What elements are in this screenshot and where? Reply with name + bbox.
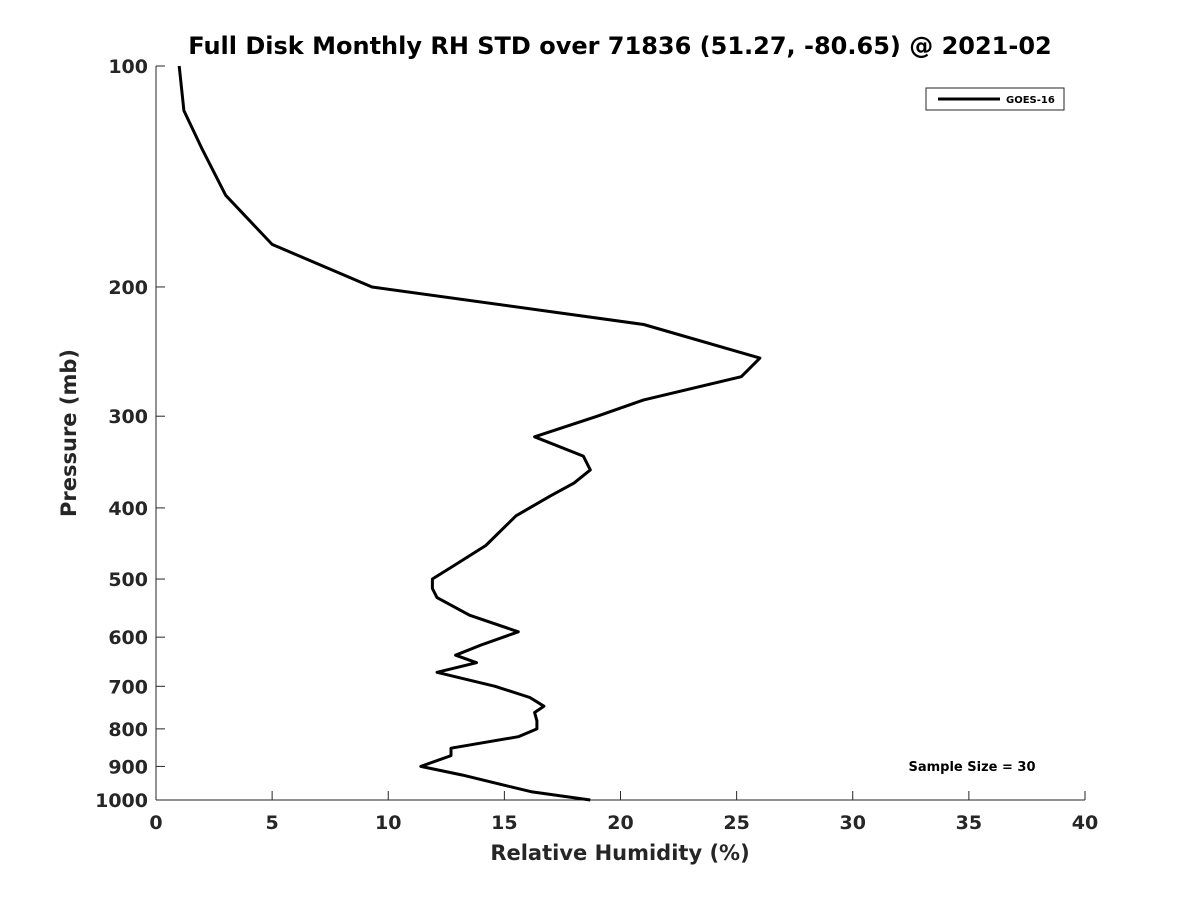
x-axis-ticks: 0 5 10 15 20 25 30 35 40	[149, 791, 1098, 834]
y-tick-label: 900	[108, 756, 148, 778]
y-tick-label: 300	[108, 406, 148, 428]
y-tick-label: 1000	[95, 790, 148, 812]
y-axis-ticks: 100 200 300 400 500 600 700 800 900 1000	[95, 56, 165, 812]
y-tick-label: 100	[108, 56, 148, 78]
chart-title: Full Disk Monthly RH STD over 71836 (51.…	[188, 32, 1051, 60]
sample-size-annotation: Sample Size = 30	[908, 760, 1035, 775]
x-tick-label: 0	[149, 812, 162, 834]
x-tick-label: 5	[266, 812, 279, 834]
legend: GOES-16	[925, 87, 1065, 111]
series-line-goes-16	[177, 65, 762, 802]
x-tick-label: 25	[723, 812, 749, 834]
y-tick-label: 800	[108, 719, 148, 741]
y-tick-label: 500	[108, 569, 148, 591]
y-tick-label: 200	[108, 277, 148, 299]
legend-label-goes-16: GOES-16	[1006, 95, 1055, 106]
series-layer	[177, 65, 762, 802]
x-tick-label: 15	[491, 812, 517, 834]
x-axis-label: Relative Humidity (%)	[490, 841, 749, 865]
y-tick-label: 400	[108, 498, 148, 520]
y-tick-label: 700	[108, 676, 148, 698]
x-tick-label: 20	[607, 812, 633, 834]
y-axis-label: Pressure (mb)	[57, 349, 81, 517]
x-tick-label: 30	[840, 812, 866, 834]
x-tick-label: 35	[956, 812, 982, 834]
x-tick-label: 10	[375, 812, 401, 834]
x-tick-label: 40	[1072, 812, 1098, 834]
y-tick-label: 600	[108, 627, 148, 649]
